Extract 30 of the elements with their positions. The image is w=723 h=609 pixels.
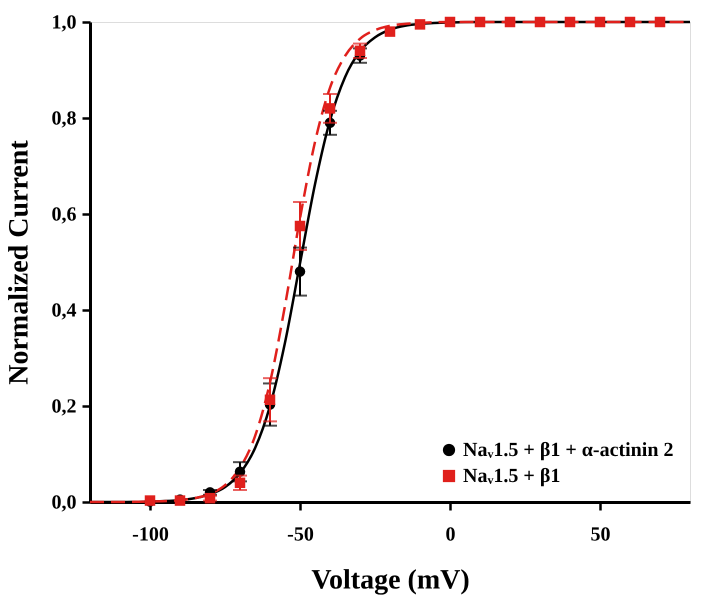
point	[654, 16, 666, 28]
x-tick-label: 50	[590, 524, 610, 546]
point	[504, 16, 516, 28]
legend-label: Naᵥ1.5 + β1	[463, 465, 560, 487]
x-axis-title: Voltage (mV)	[311, 564, 470, 596]
point	[534, 16, 546, 28]
point	[624, 16, 636, 28]
point	[444, 16, 456, 28]
y-axis-title: Normalized Current	[4, 140, 34, 385]
y-tick-label: 0,8	[52, 108, 76, 130]
y-tick-label: 0,0	[52, 492, 76, 514]
point	[234, 478, 246, 488]
point	[324, 103, 336, 114]
x-tick-label: -50	[287, 524, 314, 546]
point	[414, 19, 426, 30]
y-tick-label: 0,6	[52, 204, 76, 226]
point	[384, 26, 396, 37]
y-tick-label: 0,2	[52, 396, 76, 418]
y-tick-label: 1,0	[52, 12, 76, 34]
point	[294, 266, 306, 277]
point	[354, 46, 366, 56]
y-tick-label: 0,4	[52, 300, 76, 322]
point	[474, 16, 486, 28]
legend-label: Naᵥ1.5 + β1 + α-actinin 2	[463, 439, 674, 461]
point	[294, 220, 306, 232]
point	[594, 16, 606, 28]
x-tick-label: -100	[132, 524, 169, 546]
point	[564, 16, 576, 28]
x-tick-label: 0	[446, 524, 456, 546]
point	[264, 394, 276, 406]
